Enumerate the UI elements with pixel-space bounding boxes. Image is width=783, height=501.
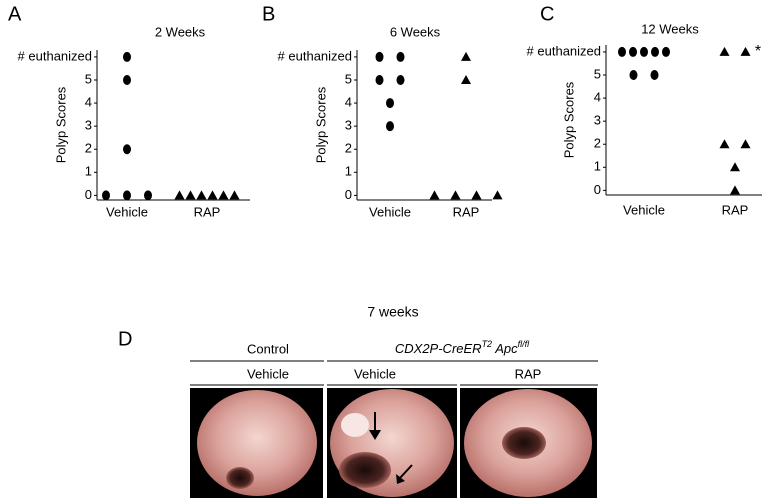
dot-plot: A 2 Weeks Polyp Scores 0 1 2 3 4 5 # euthanized Ve… <box>8 3 250 219</box>
y-tick-label: 5 <box>345 71 352 86</box>
genotype-part: Apc <box>492 341 518 356</box>
panel-label: D <box>118 328 132 350</box>
triangle-point <box>207 190 218 200</box>
dot-plot: C 12 Weeks Polyp Scores 0 1 2 3 4 5 # euthanized V… <box>527 3 762 217</box>
y-tick-label: 5 <box>594 66 601 81</box>
triangle-point <box>719 46 730 56</box>
y-tick-label: 4 <box>85 95 92 110</box>
annotation: * <box>755 43 761 60</box>
x-tick-label: Vehicle <box>106 204 148 219</box>
y-tick-label: # euthanized <box>18 48 92 63</box>
endoscopy-image <box>327 388 457 498</box>
panel-label: A <box>8 3 22 25</box>
triangle-point <box>429 190 440 200</box>
group-header: CDX2P-CreERT2 Apcfl/fl <box>395 339 530 356</box>
y-tick-label: 5 <box>85 71 92 86</box>
circle-point <box>629 70 638 80</box>
y-tick-label: 0 <box>345 187 352 202</box>
column-header: RAP <box>515 366 542 381</box>
triangle-point <box>471 190 482 200</box>
triangle-point <box>450 190 461 200</box>
panel-d: D 7 weeks Control CDX2P-CreERT2 Apcfl/fl… <box>118 304 598 498</box>
circle-point <box>375 75 384 85</box>
circle-point <box>123 51 131 62</box>
triangle-point <box>492 190 503 200</box>
circle-point <box>651 46 659 57</box>
circle-point <box>396 75 405 85</box>
genotype-part: CDX2P-CreER <box>395 341 482 356</box>
chart-title: 12 Weeks <box>641 21 699 36</box>
y-axis-label: Polyp Scores <box>561 81 576 158</box>
y-tick-label: 3 <box>594 113 601 128</box>
x-tick-label: RAP <box>453 204 480 219</box>
triangle-point <box>229 190 240 200</box>
genotype-superscript: T2 <box>482 339 493 349</box>
panel-title: 7 weeks <box>367 304 418 320</box>
panel-label: C <box>540 3 554 25</box>
circle-point <box>640 46 648 57</box>
triangle-point <box>185 190 196 200</box>
circle-point <box>102 190 110 201</box>
y-tick-label: 3 <box>345 118 352 133</box>
endoscopy-image <box>190 388 323 498</box>
circle-point <box>386 98 394 109</box>
y-tick-label: 0 <box>85 187 92 202</box>
circle-point <box>386 121 394 132</box>
circle-point <box>375 51 384 62</box>
y-tick-label: 2 <box>345 141 352 156</box>
triangle-point <box>461 51 471 61</box>
triangle-point <box>740 139 751 149</box>
y-axis-label: Polyp Scores <box>53 86 68 163</box>
dot-plot: B 6 Weeks Polyp Scores 0 1 2 3 4 5 # euthanized Ve… <box>262 3 503 219</box>
chart-title: 6 Weeks <box>390 24 441 39</box>
y-tick-label: 4 <box>594 90 601 105</box>
circle-point <box>123 144 131 155</box>
triangle-point <box>218 190 229 200</box>
circle-point <box>144 190 152 201</box>
x-tick-label: RAP <box>722 202 749 217</box>
y-tick-label: 4 <box>345 95 352 110</box>
triangle-point <box>174 190 185 200</box>
circle-point <box>123 190 131 201</box>
endoscopy-image <box>460 388 597 498</box>
x-tick-label: Vehicle <box>623 202 665 217</box>
triangle-point <box>730 185 740 195</box>
circle-point <box>650 70 659 80</box>
panel-label: B <box>262 3 275 25</box>
y-tick-label: 2 <box>594 136 601 151</box>
x-tick-label: RAP <box>194 204 221 219</box>
chart-title: 2 Weeks <box>155 24 206 39</box>
column-header: Vehicle <box>247 366 289 381</box>
y-tick-label: 1 <box>85 164 92 179</box>
y-tick-label: 1 <box>345 164 352 179</box>
y-tick-label: # euthanized <box>527 43 601 58</box>
y-tick-label: 1 <box>594 159 601 174</box>
triangle-point <box>730 162 740 172</box>
circle-point <box>123 75 131 85</box>
y-tick-label: 2 <box>85 141 92 156</box>
genotype-superscript: fl/fl <box>518 339 531 349</box>
circle-point <box>618 46 626 57</box>
group-header: Control <box>247 341 289 356</box>
triangle-point <box>196 190 207 200</box>
y-tick-label: # euthanized <box>278 48 352 63</box>
circle-point <box>629 46 637 57</box>
column-header: Vehicle <box>354 366 396 381</box>
circle-point <box>662 46 670 57</box>
y-tick-label: 3 <box>85 118 92 133</box>
circle-point <box>396 51 405 62</box>
triangle-point <box>461 75 471 84</box>
x-tick-label: Vehicle <box>369 204 411 219</box>
triangle-point <box>719 139 730 149</box>
triangle-point <box>740 46 751 56</box>
y-tick-label: 0 <box>594 182 601 197</box>
y-axis-label: Polyp Scores <box>313 86 328 163</box>
